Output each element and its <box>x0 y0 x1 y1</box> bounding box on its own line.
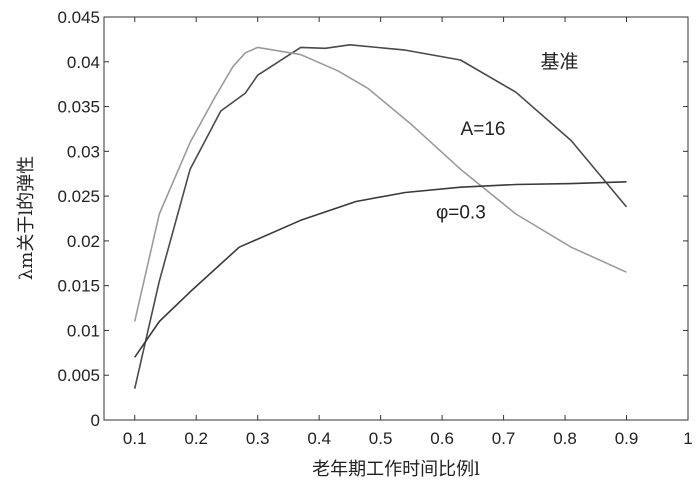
x-tick-label: 0.3 <box>246 429 270 448</box>
x-tick-label: 0.7 <box>492 429 516 448</box>
x-tick-label: 0.5 <box>369 429 393 448</box>
x-tick-label: 1 <box>683 429 692 448</box>
y-tick-label: 0.03 <box>67 142 100 161</box>
series-label-0: 基准 <box>540 51 578 73</box>
plot-frame <box>103 16 689 421</box>
y-tick-label: 0.02 <box>67 232 100 251</box>
series-label-1: A=16 <box>461 119 506 140</box>
y-axis-label: λm关于l的弹性 <box>16 156 37 280</box>
x-axis-label: 老年期工作时间比例l <box>312 459 480 480</box>
x-tick-label: 0.1 <box>123 429 147 448</box>
series-lines <box>133 43 628 389</box>
x-tick-label: 0.8 <box>553 429 577 448</box>
y-tick-label: 0 <box>91 411 100 430</box>
y-tick-label: 0.035 <box>57 98 100 117</box>
y-tick-label: 0.01 <box>67 321 100 340</box>
y-tick-label: 0.005 <box>57 366 100 385</box>
series-line-1 <box>133 46 627 322</box>
x-tick-label: 0.4 <box>307 429 331 448</box>
y-tick-label: 0.04 <box>67 53 100 72</box>
x-tick-label: 0.2 <box>184 429 208 448</box>
ticks: 0.1 0.2 0.3 0.4 0.5 0.6 0.7 0.8 0.9 1 0 0.005 0.01 0.… <box>57 8 692 448</box>
series-line-2 <box>134 181 627 358</box>
y-tick-label: 0.025 <box>57 187 100 206</box>
x-tick-label: 0.6 <box>430 429 454 448</box>
x-tick-label: 0.9 <box>615 429 639 448</box>
series-line-0 <box>133 43 628 389</box>
y-tick-label: 0.015 <box>57 277 100 296</box>
annotations: 基准 A=16 φ=0.3 <box>436 51 579 223</box>
series-label-2: φ=0.3 <box>436 203 486 224</box>
y-tick-label: 0.045 <box>57 8 100 27</box>
